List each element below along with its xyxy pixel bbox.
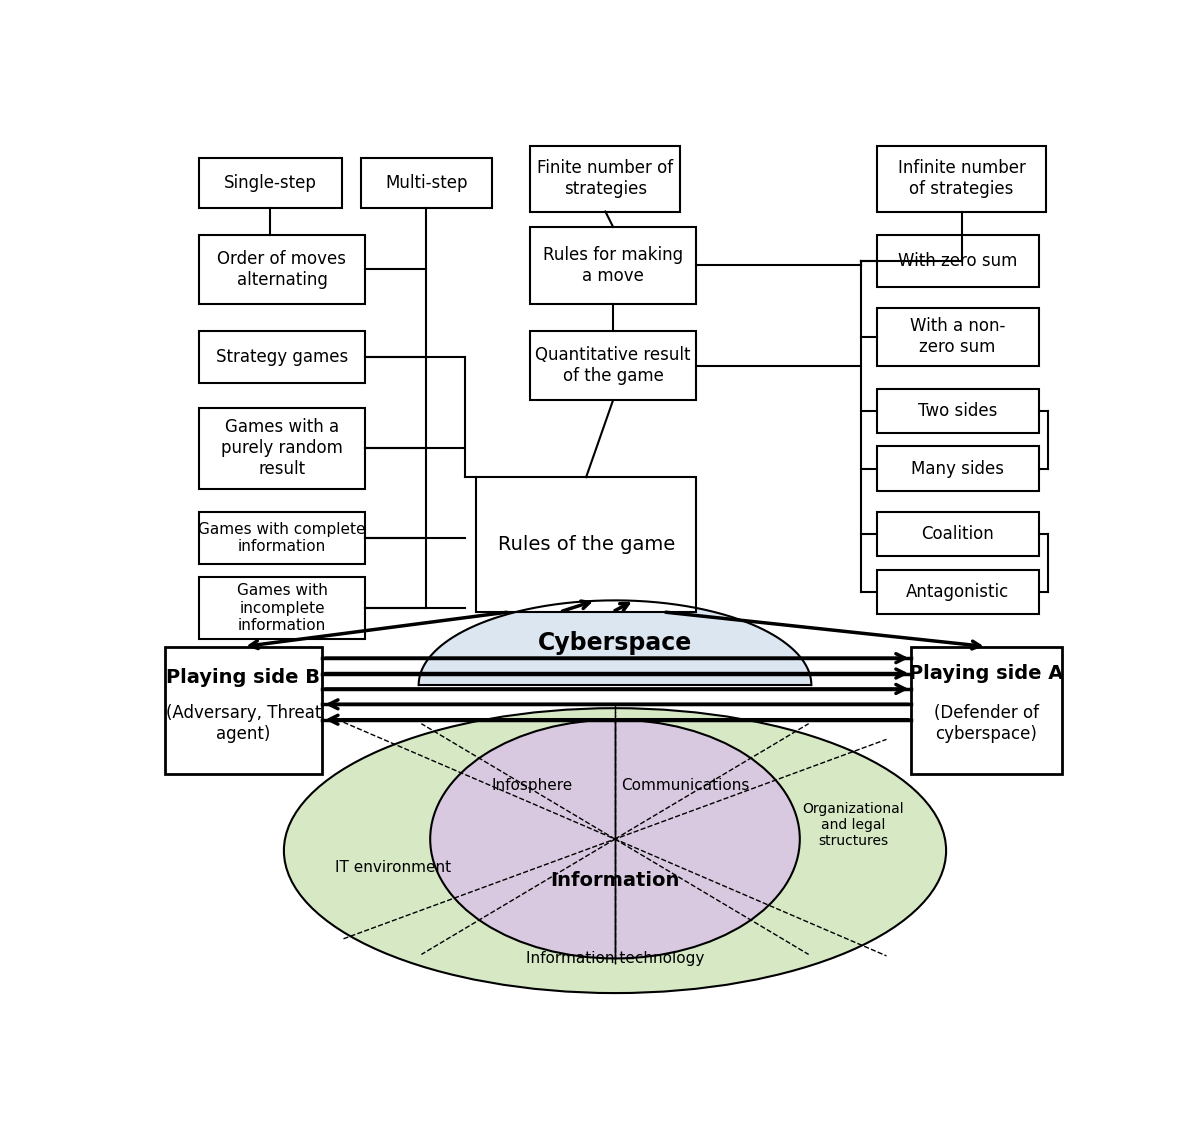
- Bar: [877, 512, 1038, 556]
- Text: (Defender of
cyberspace): (Defender of cyberspace): [934, 704, 1039, 743]
- Bar: [199, 512, 365, 564]
- Text: Games with a
purely random
result: Games with a purely random result: [221, 418, 343, 478]
- Text: Playing side B: Playing side B: [167, 668, 320, 687]
- Bar: [530, 226, 696, 304]
- Bar: [476, 478, 696, 612]
- Text: Multi-step: Multi-step: [385, 174, 468, 192]
- Ellipse shape: [284, 708, 946, 993]
- Bar: [199, 158, 342, 207]
- Bar: [877, 569, 1038, 614]
- Text: Single-step: Single-step: [224, 174, 317, 192]
- Text: Information technology: Information technology: [526, 952, 704, 966]
- Text: Rules of the game: Rules of the game: [498, 535, 674, 554]
- Bar: [877, 234, 1038, 287]
- Bar: [199, 408, 365, 489]
- Text: Two sides: Two sides: [918, 402, 997, 420]
- Text: Quantitative result
of the game: Quantitative result of the game: [535, 346, 691, 385]
- Bar: [199, 331, 365, 383]
- Text: Finite number of
strategies: Finite number of strategies: [538, 159, 673, 198]
- Bar: [199, 577, 365, 639]
- Bar: [530, 146, 680, 212]
- Bar: [877, 146, 1046, 212]
- Text: Infosphere: Infosphere: [491, 778, 572, 793]
- Bar: [164, 647, 323, 773]
- Text: Infinite number
of strategies: Infinite number of strategies: [898, 159, 1026, 198]
- Text: Organizational
and legal
structures: Organizational and legal structures: [803, 802, 905, 849]
- Text: Communications: Communications: [622, 778, 750, 793]
- Text: (Adversary, Threat
agent): (Adversary, Threat agent): [166, 704, 322, 743]
- Bar: [199, 234, 365, 304]
- Text: Rules for making
a move: Rules for making a move: [544, 245, 683, 285]
- Text: With zero sum: With zero sum: [898, 252, 1018, 270]
- Text: Strategy games: Strategy games: [216, 348, 348, 367]
- Text: Order of moves
alternating: Order of moves alternating: [217, 250, 347, 289]
- Bar: [912, 647, 1062, 773]
- Text: Cyberspace: Cyberspace: [538, 631, 692, 655]
- Text: Antagonistic: Antagonistic: [906, 583, 1009, 601]
- Polygon shape: [419, 601, 811, 685]
- Text: Games with complete
information: Games with complete information: [198, 521, 366, 554]
- Text: Coalition: Coalition: [922, 525, 994, 544]
- Bar: [361, 158, 492, 207]
- Ellipse shape: [431, 720, 799, 958]
- Text: Information: Information: [551, 871, 679, 890]
- Text: Games with
incomplete
information: Games with incomplete information: [236, 583, 328, 633]
- Bar: [877, 446, 1038, 491]
- Bar: [530, 331, 696, 400]
- Text: IT environment: IT environment: [335, 860, 451, 876]
- Bar: [877, 389, 1038, 434]
- Text: Playing side A: Playing side A: [910, 664, 1063, 683]
- Text: With a non-
zero sum: With a non- zero sum: [910, 317, 1006, 356]
- Bar: [877, 308, 1038, 365]
- Text: Many sides: Many sides: [911, 460, 1004, 478]
